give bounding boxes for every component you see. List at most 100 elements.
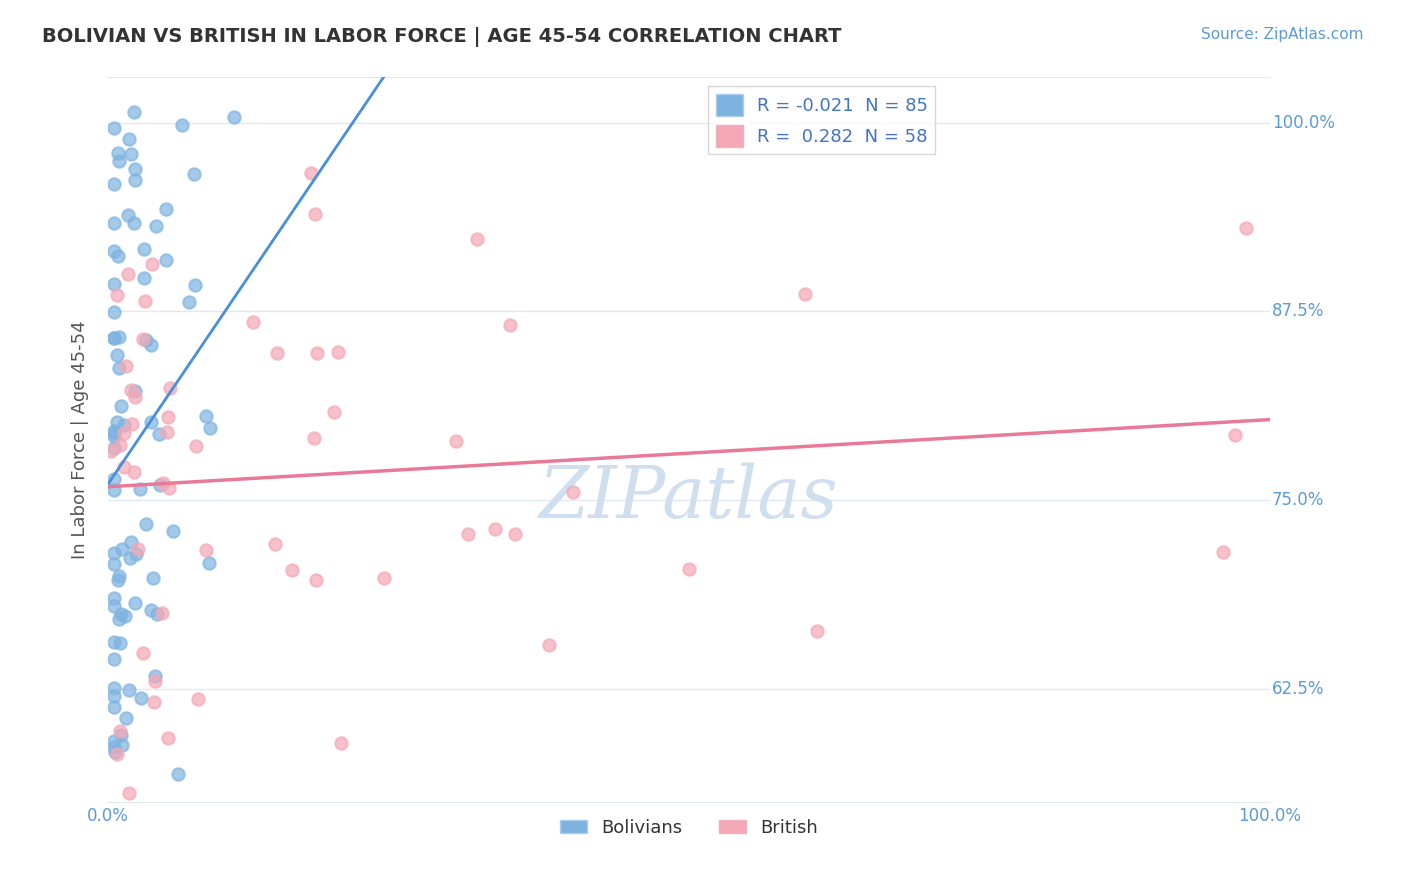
British: [157, 481, 180, 495]
Text: 75.0%: 75.0%: [1272, 491, 1324, 509]
Bolivians: [222, 110, 245, 124]
Bolivians: [114, 711, 136, 725]
British: [503, 527, 526, 541]
British: [143, 695, 166, 709]
Bolivians: [118, 550, 141, 565]
Bolivians: [162, 524, 184, 538]
Bolivians: [103, 331, 125, 345]
Bolivians: [120, 535, 142, 549]
Bolivians: [125, 547, 148, 561]
Text: Source: ZipAtlas.com: Source: ZipAtlas.com: [1201, 27, 1364, 42]
British: [678, 562, 700, 576]
Bolivians: [183, 167, 205, 181]
Bolivians: [111, 738, 134, 752]
British: [122, 466, 145, 480]
British: [156, 731, 179, 746]
British: [538, 638, 561, 652]
Bolivians: [103, 681, 125, 695]
British: [373, 571, 395, 585]
Bolivians: [108, 636, 131, 650]
Bolivians: [103, 429, 125, 443]
British: [100, 444, 122, 458]
British: [156, 425, 179, 439]
British: [457, 527, 479, 541]
Bolivians: [128, 482, 150, 496]
Bolivians: [107, 330, 129, 344]
Bolivians: [179, 295, 201, 310]
British: [280, 563, 302, 577]
Bolivians: [103, 277, 125, 292]
British: [329, 736, 352, 750]
Bolivians: [194, 409, 217, 423]
Bolivians: [139, 337, 162, 351]
Bolivians: [155, 202, 177, 216]
Bolivians: [124, 173, 146, 187]
British: [299, 166, 322, 180]
Legend: Bolivians, British: Bolivians, British: [553, 812, 825, 844]
British: [326, 344, 349, 359]
Bolivians: [105, 415, 128, 429]
Bolivians: [103, 305, 125, 319]
British: [304, 207, 326, 221]
Bolivians: [103, 483, 125, 497]
Bolivians: [110, 399, 132, 413]
Bolivians: [145, 219, 167, 234]
British: [1234, 220, 1257, 235]
British: [266, 346, 288, 360]
British: [115, 359, 138, 373]
Bolivians: [103, 441, 125, 455]
Bolivians: [107, 153, 129, 168]
Bolivians: [142, 571, 165, 585]
British: [141, 257, 163, 271]
British: [195, 542, 218, 557]
Bolivians: [103, 331, 125, 345]
British: [484, 522, 506, 536]
British: [323, 405, 346, 419]
Bolivians: [104, 745, 127, 759]
British: [242, 315, 264, 329]
British: [806, 624, 828, 638]
British: [127, 541, 149, 556]
British: [121, 417, 143, 432]
Bolivians: [143, 669, 166, 683]
British: [117, 267, 139, 281]
British: [118, 786, 141, 800]
Bolivians: [105, 348, 128, 362]
Bolivians: [103, 599, 125, 613]
Text: ZIPatlas: ZIPatlas: [538, 463, 838, 533]
Bolivians: [103, 216, 125, 230]
Bolivians: [103, 426, 125, 441]
Bolivians: [107, 145, 129, 160]
Bolivians: [107, 249, 129, 263]
Bolivians: [135, 516, 157, 531]
Bolivians: [155, 252, 177, 267]
Bolivians: [107, 361, 129, 376]
British: [1212, 545, 1234, 559]
Bolivians: [108, 569, 131, 583]
Bolivians: [184, 278, 207, 293]
Bolivians: [117, 208, 139, 222]
Bolivians: [103, 472, 125, 486]
British: [105, 747, 128, 761]
British: [134, 293, 156, 308]
Text: 62.5%: 62.5%: [1272, 680, 1324, 698]
Bolivians: [198, 557, 221, 571]
British: [498, 318, 520, 332]
British: [108, 723, 131, 738]
Bolivians: [149, 478, 172, 492]
British: [794, 286, 817, 301]
Bolivians: [103, 635, 125, 649]
Bolivians: [139, 603, 162, 617]
Bolivians: [103, 700, 125, 714]
Bolivians: [103, 177, 125, 191]
Bolivians: [118, 682, 141, 697]
Bolivians: [103, 424, 125, 438]
Bolivians: [122, 216, 145, 230]
Bolivians: [141, 415, 163, 429]
Bolivians: [103, 652, 125, 666]
Bolivians: [110, 607, 132, 622]
British: [112, 425, 135, 440]
Bolivians: [103, 558, 125, 572]
British: [132, 332, 155, 346]
Bolivians: [166, 766, 188, 780]
